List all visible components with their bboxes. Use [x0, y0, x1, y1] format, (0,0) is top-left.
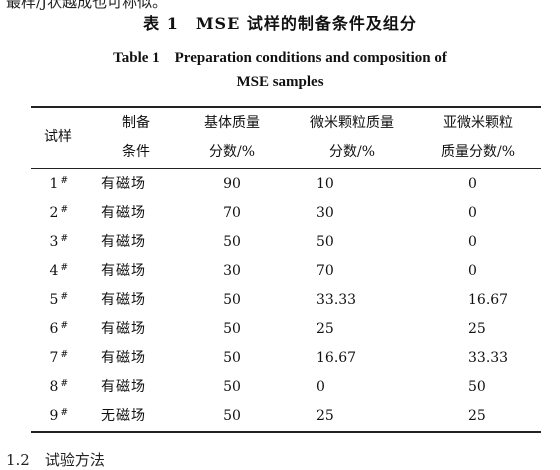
header-sample: 试样	[38, 123, 78, 152]
sample-id: 3 #	[38, 228, 68, 257]
sample-mark: #	[60, 408, 68, 418]
submicron-fraction-cell: 25	[468, 321, 486, 337]
preparation-condition-cell: 有磁场	[101, 205, 146, 221]
micron-fraction-cell: 16.67	[316, 350, 357, 366]
sample-id: 4 #	[38, 257, 68, 286]
header-micron-fraction: 微米颗粒质量 分数/%	[296, 109, 408, 167]
preparation-condition-cell: 有磁场	[101, 379, 146, 395]
table-caption-english-line1: Table 1 Preparation conditions and compo…	[113, 50, 447, 66]
micron-fraction-cell: 70	[316, 263, 334, 279]
sample-number: 9	[49, 408, 59, 424]
table-caption-chinese: 表 1 MSE 试样的制备条件及组分	[143, 14, 417, 33]
submicron-fraction-cell: 16.67	[468, 292, 509, 308]
header-preparation-line1: 制备	[122, 115, 150, 131]
submicron-fraction-cell: 33.33	[468, 350, 509, 366]
header-micron-line2: 分数/%	[328, 144, 376, 160]
header-matrix-fraction: 基体质量 分数/%	[186, 109, 278, 167]
matrix-fraction-cell: 50	[223, 321, 241, 337]
matrix-fraction-cell: 50	[223, 234, 241, 250]
sample-mark: #	[60, 205, 68, 215]
header-matrix-line2: 分数/%	[208, 144, 256, 160]
table-top-rule	[31, 106, 541, 108]
header-submicron-fraction: 亚微米颗粒 质量分数/%	[426, 109, 530, 167]
submicron-fraction-cell: 0	[468, 263, 477, 279]
sample-id: 5 #	[38, 286, 68, 315]
header-preparation-line2: 条件	[122, 144, 150, 160]
matrix-fraction-cell: 30	[223, 263, 241, 279]
micron-fraction-cell: 25	[316, 321, 334, 337]
table-bottom-rule	[31, 431, 541, 433]
preparation-condition-cell: 有磁场	[101, 292, 146, 308]
sample-id: 8 #	[38, 373, 68, 402]
submicron-fraction-cell: 50	[468, 379, 486, 395]
header-submicron-line2: 质量分数/%	[440, 144, 516, 160]
preparation-condition-cell: 有磁场	[101, 321, 146, 337]
sample-number: 8	[49, 379, 59, 395]
sample-id: 6 #	[38, 315, 68, 344]
sample-number: 5	[49, 292, 59, 308]
submicron-fraction-cell: 0	[468, 205, 477, 221]
preparation-condition-cell: 有磁场	[101, 350, 146, 366]
matrix-fraction-cell: 50	[223, 408, 241, 424]
preparation-condition-cell: 无磁场	[101, 408, 146, 424]
sample-number: 6	[49, 321, 59, 337]
header-sample-text: 试样	[44, 129, 72, 145]
sample-number: 7	[49, 350, 59, 366]
micron-fraction-cell: 30	[316, 205, 334, 221]
preparation-condition-cell: 有磁场	[101, 263, 146, 279]
table-header-rule	[31, 168, 541, 169]
sample-mark: #	[60, 379, 68, 389]
sample-id: 1 #	[38, 170, 68, 199]
sample-mark: #	[60, 234, 68, 244]
sample-mark: #	[60, 292, 68, 302]
sample-number: 1	[49, 176, 59, 192]
matrix-fraction-cell: 50	[223, 350, 241, 366]
sample-id: 9 #	[38, 402, 68, 431]
header-micron-line1: 微米颗粒质量	[310, 115, 394, 131]
micron-fraction-cell: 10	[316, 176, 334, 192]
sample-number: 3	[49, 234, 59, 250]
header-preparation-condition: 制备 条件	[101, 109, 171, 167]
preparation-condition-cell: 有磁场	[101, 234, 146, 250]
preparation-condition-cell: 有磁场	[101, 176, 146, 192]
matrix-fraction-cell: 90	[223, 176, 241, 192]
submicron-fraction-cell: 0	[468, 176, 477, 192]
submicron-fraction-cell: 0	[468, 234, 477, 250]
header-submicron-line1: 亚微米颗粒	[443, 115, 513, 131]
sample-id: 7 #	[38, 344, 68, 373]
micron-fraction-cell: 0	[316, 379, 325, 395]
top-text-fragment: 最样/J状越成也可称似。	[6, 0, 168, 11]
sample-mark: #	[60, 263, 68, 273]
table-caption-english-line2: MSE samples	[236, 74, 324, 90]
matrix-fraction-cell: 50	[223, 292, 241, 308]
matrix-fraction-cell: 70	[223, 205, 241, 221]
header-matrix-line1: 基体质量	[204, 115, 260, 131]
micron-fraction-cell: 33.33	[316, 292, 357, 308]
micron-fraction-cell: 50	[316, 234, 334, 250]
submicron-fraction-cell: 25	[468, 408, 486, 424]
micron-fraction-cell: 25	[316, 408, 334, 424]
sample-number: 4	[49, 263, 59, 279]
sample-mark: #	[60, 176, 68, 186]
sample-mark: #	[60, 350, 68, 360]
matrix-fraction-cell: 50	[223, 379, 241, 395]
sample-number: 2	[49, 205, 59, 221]
sample-id: 2 #	[38, 199, 68, 228]
sample-mark: #	[60, 321, 68, 331]
